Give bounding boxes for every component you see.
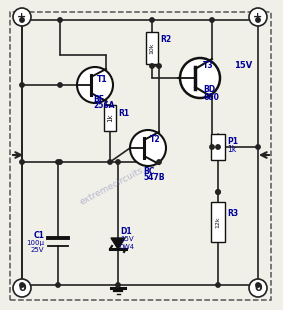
Bar bbox=[211, 134, 225, 160]
Text: 547B: 547B bbox=[143, 174, 164, 183]
Circle shape bbox=[13, 279, 31, 297]
Text: 25V: 25V bbox=[31, 247, 44, 253]
Circle shape bbox=[20, 18, 24, 22]
Circle shape bbox=[150, 64, 154, 68]
Text: T1: T1 bbox=[97, 74, 108, 83]
Circle shape bbox=[77, 67, 113, 103]
Text: 0: 0 bbox=[18, 283, 26, 293]
Text: 1k: 1k bbox=[227, 145, 236, 154]
Polygon shape bbox=[111, 238, 125, 249]
Bar bbox=[146, 32, 158, 64]
Bar bbox=[104, 105, 116, 131]
Circle shape bbox=[116, 283, 120, 287]
Circle shape bbox=[216, 145, 220, 149]
Bar bbox=[211, 202, 225, 242]
Text: 12k: 12k bbox=[215, 216, 220, 228]
Circle shape bbox=[150, 18, 154, 22]
Circle shape bbox=[20, 83, 24, 87]
Circle shape bbox=[216, 283, 220, 287]
Text: C1: C1 bbox=[33, 232, 44, 241]
Circle shape bbox=[210, 145, 214, 149]
Text: P1: P1 bbox=[227, 138, 238, 147]
Circle shape bbox=[157, 160, 161, 164]
Circle shape bbox=[20, 283, 24, 287]
Circle shape bbox=[180, 58, 220, 98]
Circle shape bbox=[249, 279, 267, 297]
Text: R2: R2 bbox=[160, 36, 171, 45]
Circle shape bbox=[256, 145, 260, 149]
Text: 1k: 1k bbox=[107, 114, 113, 122]
Text: +: + bbox=[17, 12, 27, 22]
Circle shape bbox=[58, 160, 62, 164]
Circle shape bbox=[58, 83, 62, 87]
Text: 10k: 10k bbox=[149, 42, 155, 54]
Text: 0W4: 0W4 bbox=[120, 244, 135, 250]
Circle shape bbox=[210, 18, 214, 22]
Text: +: + bbox=[253, 12, 263, 22]
Text: BF: BF bbox=[93, 95, 104, 104]
Text: 100µ: 100µ bbox=[26, 240, 44, 246]
Text: R1: R1 bbox=[118, 108, 129, 117]
Circle shape bbox=[56, 283, 60, 287]
Circle shape bbox=[58, 18, 62, 22]
Text: 15V: 15V bbox=[120, 236, 134, 242]
Text: D1: D1 bbox=[120, 227, 132, 236]
Circle shape bbox=[256, 283, 260, 287]
Text: extremecircuits.net: extremecircuits.net bbox=[78, 157, 160, 207]
Circle shape bbox=[130, 130, 166, 166]
Circle shape bbox=[20, 160, 24, 164]
Text: 0: 0 bbox=[254, 283, 262, 293]
Text: 256A: 256A bbox=[93, 101, 115, 110]
Text: R3: R3 bbox=[227, 210, 238, 219]
Circle shape bbox=[256, 18, 260, 22]
Text: T2: T2 bbox=[150, 135, 161, 144]
Circle shape bbox=[13, 8, 31, 26]
Text: T3: T3 bbox=[203, 61, 214, 70]
Text: 680: 680 bbox=[203, 92, 219, 101]
Circle shape bbox=[108, 160, 112, 164]
Circle shape bbox=[116, 160, 120, 164]
Text: BC: BC bbox=[143, 166, 154, 175]
Circle shape bbox=[216, 190, 220, 194]
Circle shape bbox=[216, 190, 220, 194]
Circle shape bbox=[157, 64, 161, 68]
Circle shape bbox=[56, 160, 60, 164]
Text: BD: BD bbox=[203, 86, 215, 95]
Circle shape bbox=[249, 8, 267, 26]
Text: 15V: 15V bbox=[234, 60, 252, 69]
